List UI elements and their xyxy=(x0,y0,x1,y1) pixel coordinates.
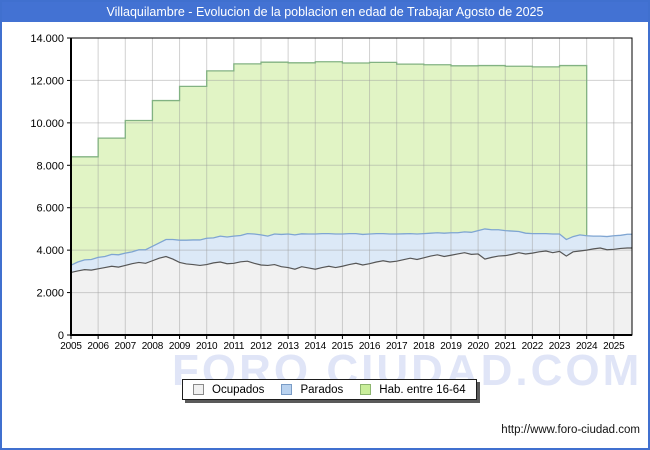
x-tick-label: 2018 xyxy=(413,341,435,352)
x-tick-label: 2005 xyxy=(60,341,82,352)
x-tick-label: 2010 xyxy=(196,341,218,352)
parados-swatch-icon xyxy=(281,384,293,395)
legend-item-parados: Parados xyxy=(281,384,343,396)
y-tick-label: 10.000 xyxy=(30,118,64,130)
x-tick-label: 2022 xyxy=(522,341,544,352)
x-tick-label: 2017 xyxy=(386,341,408,352)
x-tick-label: 2008 xyxy=(142,341,164,352)
x-tick-label: 2013 xyxy=(277,341,299,352)
legend-item-hab-entre-16-64: Hab. entre 16-64 xyxy=(360,383,466,396)
x-tick-label: 2025 xyxy=(603,341,625,352)
legend-label: Parados xyxy=(300,383,344,396)
y-tick-label: 2.000 xyxy=(36,288,64,300)
x-tick-label: 2011 xyxy=(223,341,244,352)
x-tick-label: 2007 xyxy=(115,341,137,352)
x-tick-label: 2016 xyxy=(359,341,381,352)
y-tick-label: 14.000 xyxy=(30,33,64,45)
y-tick-label: 6.000 xyxy=(36,203,64,215)
y-tick-label: 4.000 xyxy=(36,245,64,257)
page-title: Villaquilambre - Evolucion de la poblaci… xyxy=(2,2,648,22)
x-tick-label: 2021 xyxy=(495,341,517,352)
hab-16-64-swatch-icon xyxy=(360,384,372,395)
x-tick-label: 2014 xyxy=(305,341,327,352)
legend-label: Ocupados xyxy=(212,383,265,396)
x-tick-label: 2023 xyxy=(549,341,571,352)
legend-item-ocupados: Ocupados xyxy=(193,384,264,396)
x-tick-label: 2012 xyxy=(250,341,272,352)
x-tick-label: 2024 xyxy=(576,341,598,352)
x-tick-label: 2006 xyxy=(87,341,109,352)
footer-url: http://www.foro-ciudad.com xyxy=(501,424,640,436)
x-tick-label: 2015 xyxy=(332,341,354,352)
x-tick-label: 2020 xyxy=(467,341,489,352)
x-tick-label: 2009 xyxy=(169,341,191,352)
ocupados-swatch-icon xyxy=(193,384,204,395)
chart-legend: Ocupados Parados Hab. entre 16-64 xyxy=(182,379,477,400)
y-tick-label: 12.000 xyxy=(30,75,64,87)
x-tick-label: 2019 xyxy=(440,341,462,352)
y-tick-label: 8.000 xyxy=(36,160,64,172)
legend-label: Hab. entre 16-64 xyxy=(379,383,466,396)
y-tick-label: 0 xyxy=(58,330,64,342)
